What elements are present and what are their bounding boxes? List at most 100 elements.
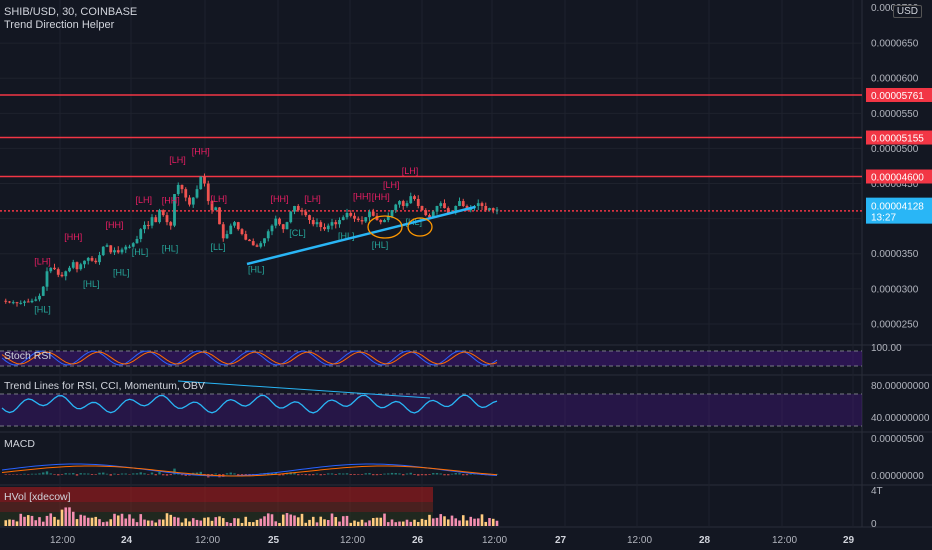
hvol-bar: [248, 522, 251, 526]
pivot-label: [HH]: [192, 147, 210, 157]
hvol-zone-extreme: [0, 487, 433, 502]
hvol-bar: [311, 516, 315, 526]
candle-body: [454, 205, 458, 212]
hvol-bar: [191, 518, 195, 526]
candle-body: [326, 225, 330, 230]
macd-label[interactable]: MACD: [4, 438, 35, 450]
candle-body: [338, 220, 341, 225]
candle-body: [45, 271, 49, 287]
hvol-bar: [94, 516, 98, 526]
candle-body: [383, 220, 386, 223]
candle-body: [71, 262, 75, 268]
stoch-scale-label: 100.00: [871, 343, 902, 354]
macd-histogram-bar: [353, 474, 356, 475]
rsi-line: [1, 394, 498, 414]
macd-histogram-bar: [240, 474, 244, 476]
macd-histogram-bar: [12, 474, 15, 475]
hvol-bar: [15, 521, 19, 526]
candle-body: [30, 300, 34, 303]
indicator-title[interactable]: Trend Direction Helper: [4, 19, 115, 31]
macd-histogram-bar: [420, 474, 424, 476]
candle-body: [364, 217, 368, 222]
candle-body: [68, 267, 71, 272]
hvol-bar: [435, 517, 439, 526]
countdown-label: 13:27: [871, 213, 896, 224]
pivot-label: [HL]: [372, 240, 389, 250]
hvol-bar: [285, 513, 289, 526]
hvol-bar: [56, 519, 60, 526]
candle-body: [218, 207, 221, 225]
level-badge: [866, 169, 932, 184]
hvol-bar: [233, 518, 236, 526]
macd-histogram-bar: [342, 473, 345, 475]
candle-body: [281, 224, 285, 230]
candle-body: [285, 222, 289, 230]
candle-body: [484, 205, 488, 211]
candle-body: [101, 246, 105, 256]
hvol-bar: [488, 518, 491, 526]
candle-body: [75, 262, 79, 270]
candle-body: [4, 300, 8, 302]
candle-body: [248, 239, 251, 242]
pivot-label: [LH]: [34, 257, 51, 267]
hvol-bar: [473, 518, 476, 526]
symbol-title[interactable]: SHIB/USD, 30, COINBASE: [4, 6, 138, 18]
candle-body: [263, 238, 266, 244]
hvol-bar: [491, 518, 495, 526]
hvol-bar: [199, 520, 203, 526]
time-axis-label: 12:00: [340, 535, 365, 546]
hvol-bar: [398, 521, 401, 526]
candle-body: [491, 208, 495, 211]
hvol-bar: [173, 516, 176, 526]
macd-histogram-bar: [357, 474, 360, 475]
candle-body: [19, 302, 23, 304]
rsi-scale-label: 80.00000000: [871, 381, 930, 392]
candle-body: [165, 215, 169, 223]
rsi-scale-label: 40.00000000: [871, 413, 930, 424]
candle-body: [184, 189, 188, 198]
pivot-label: [HH]: [271, 194, 289, 204]
price-tick-label: 0.0000500: [871, 144, 919, 155]
currency-button[interactable]: USD: [892, 5, 922, 18]
hvol-bar: [274, 521, 278, 526]
macd-histogram-bar: [248, 474, 251, 475]
hvol-bar: [101, 522, 105, 526]
candle-body: [371, 211, 375, 216]
stoch-rsi-label[interactable]: Stoch RSI: [4, 350, 52, 362]
hvol-bar: [161, 519, 165, 526]
hvol-bar: [135, 522, 139, 526]
candle-body: [244, 234, 248, 240]
candle-body: [439, 203, 443, 206]
macd-histogram-bar: [60, 474, 64, 475]
macd-histogram-bar: [90, 474, 94, 475]
hvol-bar: [218, 516, 221, 526]
hvol-label[interactable]: HVol [xdecow]: [4, 491, 71, 503]
hvol-bar: [60, 509, 64, 526]
macd-histogram-bar: [402, 474, 405, 476]
hvol-bar: [176, 517, 180, 526]
candle-body: [345, 213, 349, 218]
candle-body: [143, 224, 146, 230]
hvol-bar: [128, 514, 131, 526]
macd-histogram-bar: [390, 472, 394, 475]
hvol-bar: [296, 517, 300, 526]
macd-histogram-bar: [405, 473, 409, 475]
pivot-label: [HL]: [338, 231, 355, 241]
rsi-band: [0, 394, 862, 426]
macd-histogram-bar: [68, 473, 71, 475]
hvol-bar: [424, 519, 428, 526]
hvol-bar: [105, 521, 109, 526]
hvol-bar: [139, 514, 143, 526]
candle-body: [64, 271, 68, 277]
hvol-bar: [38, 517, 41, 526]
candle-body: [330, 222, 334, 226]
trend-lines-label[interactable]: Trend Lines for RSI, CCI, Momentum, OBV: [4, 380, 205, 392]
candle-body: [446, 208, 450, 214]
pivot-label: [HH]: [162, 196, 180, 206]
macd-histogram-bar: [128, 474, 131, 475]
candle-body: [26, 301, 30, 303]
macd-histogram-bar: [312, 474, 315, 476]
candle-body: [368, 211, 371, 218]
candle-body: [49, 267, 53, 272]
